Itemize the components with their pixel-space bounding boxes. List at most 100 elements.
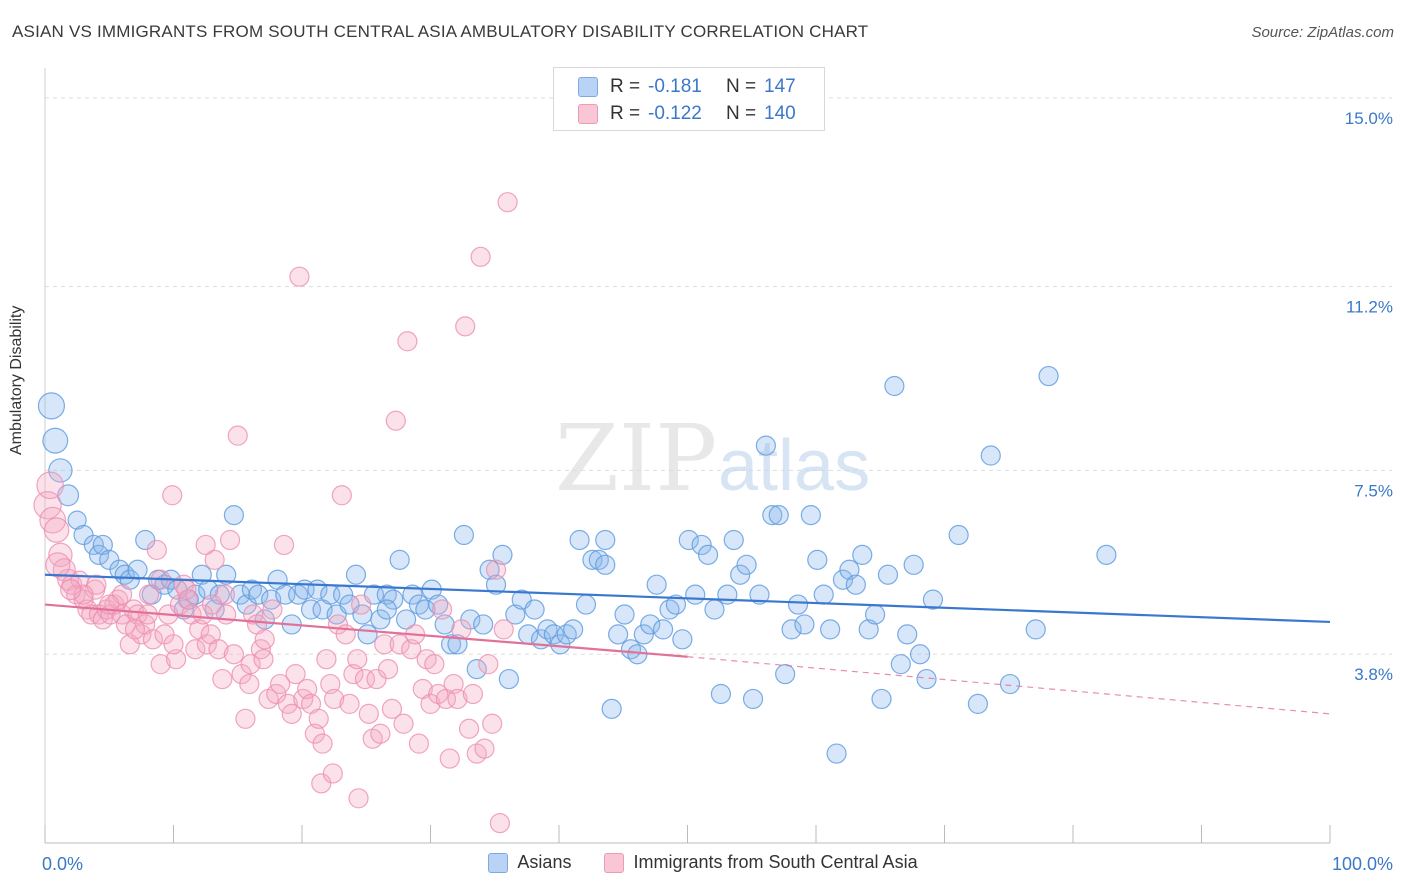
asians-point (794, 614, 815, 635)
immigrants-point (431, 599, 453, 620)
asians-point (389, 549, 410, 570)
immigrants-point (374, 634, 395, 655)
asians-point (678, 529, 699, 551)
r-label: R = (610, 103, 641, 124)
immigrants-point (485, 559, 507, 580)
immigrants-point (474, 738, 495, 759)
immigrants-point (482, 713, 503, 734)
immigrants-point (424, 654, 445, 675)
immigrants-point (185, 639, 206, 660)
asians-point (652, 619, 674, 640)
asians-point (755, 435, 776, 456)
asians-point (42, 427, 69, 454)
asians-point (736, 554, 757, 575)
immigrants-point (493, 619, 514, 640)
asians-point (595, 529, 616, 551)
immigrants-point (324, 688, 345, 710)
asians-point (345, 564, 367, 585)
asians-point (832, 569, 854, 590)
blue-swatch-icon (578, 77, 598, 97)
immigrants-point (36, 471, 64, 500)
immigrants-point (208, 639, 229, 660)
legend-item-asians[interactable]: Asians (488, 852, 571, 873)
asians-point (485, 574, 507, 595)
watermark-zip: ZIP (555, 405, 717, 512)
asians-point (865, 604, 886, 625)
immigrants-point (358, 703, 379, 724)
tick-labels: 3.8% 7.5% 11.2% 15.0% 0.0% 100.0% (42, 109, 1393, 874)
asians-point (216, 564, 237, 585)
asians-point (710, 683, 732, 705)
immigrants-point (162, 485, 183, 506)
asians-trend-line (44, 573, 1331, 624)
asians-point (852, 544, 873, 565)
y-tick-label: 15.0% (1345, 109, 1393, 128)
immigrants-point (455, 316, 476, 337)
x-tick-label-min: 0.0% (42, 854, 83, 874)
asians-point (877, 564, 899, 585)
immigrants-point (385, 410, 406, 431)
asians-point (916, 668, 937, 690)
asians-point (402, 584, 423, 605)
legend-row-immigrants: R = -0.122 N = 140 (578, 101, 796, 127)
immigrants-point (322, 763, 343, 784)
immigrants-point (240, 654, 261, 675)
immigrants-point (470, 246, 491, 267)
asians-point (376, 599, 397, 620)
immigrants-point (270, 673, 291, 695)
asians-point (820, 619, 841, 640)
immigrants-point (354, 668, 376, 690)
immigrants-point (165, 649, 187, 670)
immigrants-point (142, 629, 164, 650)
immigrants-point (443, 673, 464, 695)
asians-point (858, 619, 879, 640)
r-value: -0.181 (648, 76, 702, 97)
y-tick-label: 7.5% (1354, 481, 1393, 500)
asians-point (357, 624, 378, 645)
watermark-atlas: atlas (718, 426, 870, 506)
immigrants-point (195, 534, 216, 556)
asians-point (37, 392, 66, 420)
immigrants-point (48, 542, 73, 568)
gridlines (45, 97, 1392, 655)
legend-item-immigrants[interactable]: Immigrants from South Central Asia (604, 852, 918, 873)
asians-point (730, 564, 751, 585)
asians-point (903, 554, 924, 575)
asians-point (230, 584, 251, 605)
asians-point (440, 634, 462, 655)
asians-point (447, 634, 468, 655)
asians-point (980, 445, 1001, 466)
immigrants-point (343, 664, 364, 685)
immigrants-point (297, 678, 318, 700)
asians-point (550, 634, 571, 655)
immigrants-point (201, 594, 223, 615)
asians-point (1038, 365, 1059, 387)
r-label: R = (610, 76, 641, 97)
immigrants-point (124, 619, 146, 640)
immigrants-point (176, 579, 197, 600)
immigrants-point (397, 331, 418, 352)
asians-point (749, 584, 770, 605)
asians-point (248, 584, 269, 605)
immigrants-point (351, 594, 372, 615)
asians-point (691, 534, 712, 556)
asians-point (601, 698, 622, 719)
asians-point (845, 574, 866, 595)
immigrants-point (253, 649, 274, 670)
asians-point (665, 594, 687, 615)
immigrants-point (447, 688, 468, 710)
immigrants-point (119, 634, 140, 655)
asians-point (762, 505, 783, 526)
asians-point (768, 505, 789, 526)
n-value: 147 (764, 76, 796, 97)
asians-point (826, 743, 847, 764)
n-label: N = (726, 103, 757, 124)
asians-point (697, 544, 719, 565)
asians-point (453, 524, 475, 546)
r-value: -0.122 (648, 103, 702, 124)
asians-point (434, 614, 455, 635)
immigrants-point (316, 649, 337, 670)
immigrants-point (289, 266, 310, 287)
asians-point (127, 559, 148, 580)
